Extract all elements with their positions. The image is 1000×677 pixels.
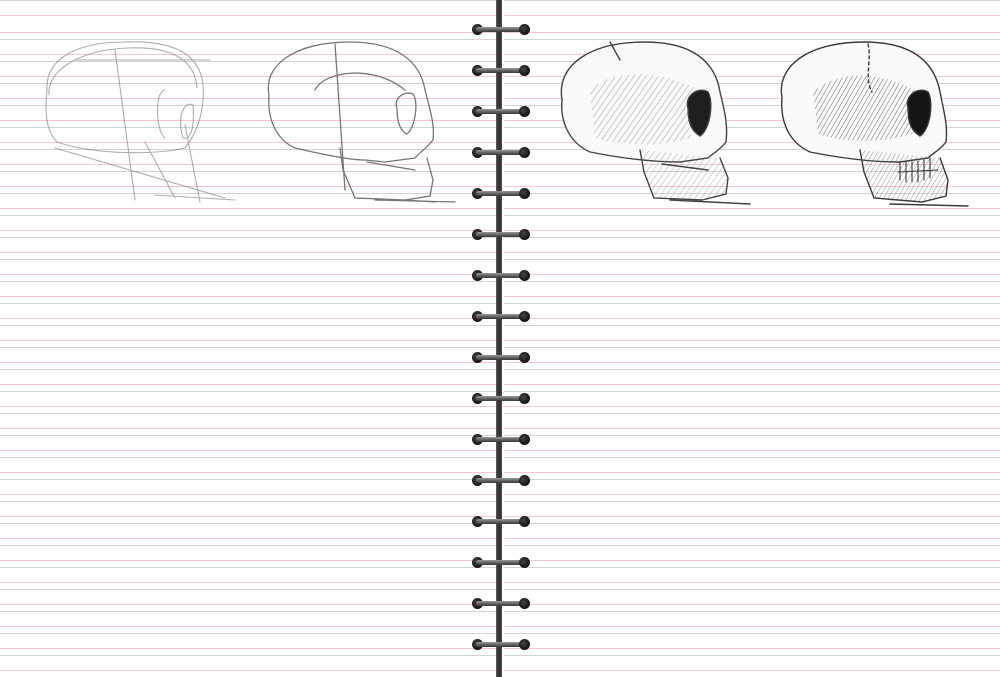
binding-hole-icon: [519, 639, 530, 650]
binding-hole-icon: [519, 229, 530, 240]
spiral-ring-icon: [466, 556, 536, 570]
spiral-ring-icon: [466, 64, 536, 78]
spiral-ring-icon: [466, 187, 536, 201]
wire-loop-icon: [476, 27, 526, 32]
wire-loop-icon: [476, 232, 526, 237]
wire-loop-icon: [476, 273, 526, 278]
wire-loop-icon: [476, 396, 526, 401]
left-page: [0, 0, 496, 677]
spiral-ring-icon: [466, 392, 536, 406]
spiral-ring-icon: [466, 23, 536, 37]
binding-hole-icon: [519, 270, 530, 281]
wire-loop-icon: [476, 191, 526, 196]
wire-loop-icon: [476, 642, 526, 647]
wire-loop-icon: [476, 519, 526, 524]
binding-hole-icon: [519, 147, 530, 158]
spiral-ring-icon: [466, 433, 536, 447]
binding-hole-icon: [519, 557, 530, 568]
binding-hole-icon: [519, 352, 530, 363]
binding-hole-icon: [519, 24, 530, 35]
wire-loop-icon: [476, 437, 526, 442]
wire-loop-icon: [476, 109, 526, 114]
wire-loop-icon: [476, 601, 526, 606]
binding-hole-icon: [519, 65, 530, 76]
binding-hole-icon: [519, 106, 530, 117]
spiral-ring-icon: [466, 269, 536, 283]
binding-hole-icon: [519, 188, 530, 199]
binding-hole-icon: [519, 598, 530, 609]
spiral-ring-icon: [466, 474, 536, 488]
wire-loop-icon: [476, 68, 526, 73]
binding-hole-icon: [519, 475, 530, 486]
wire-loop-icon: [476, 314, 526, 319]
notebook-spine: [496, 0, 502, 677]
right-page: [504, 0, 1000, 677]
binding-hole-icon: [519, 434, 530, 445]
binding-hole-icon: [519, 311, 530, 322]
spiral-ring-icon: [466, 515, 536, 529]
wire-loop-icon: [476, 560, 526, 565]
spiral-ring-icon: [466, 597, 536, 611]
binding-hole-icon: [519, 516, 530, 527]
binding-hole-icon: [519, 393, 530, 404]
wire-loop-icon: [476, 478, 526, 483]
spiral-ring-icon: [466, 638, 536, 652]
wire-loop-icon: [476, 355, 526, 360]
spiral-ring-icon: [466, 351, 536, 365]
wire-loop-icon: [476, 150, 526, 155]
spiral-ring-icon: [466, 228, 536, 242]
spiral-ring-icon: [466, 310, 536, 324]
spiral-ring-icon: [466, 146, 536, 160]
spiral-ring-icon: [466, 105, 536, 119]
spiral-binding: [466, 0, 536, 677]
